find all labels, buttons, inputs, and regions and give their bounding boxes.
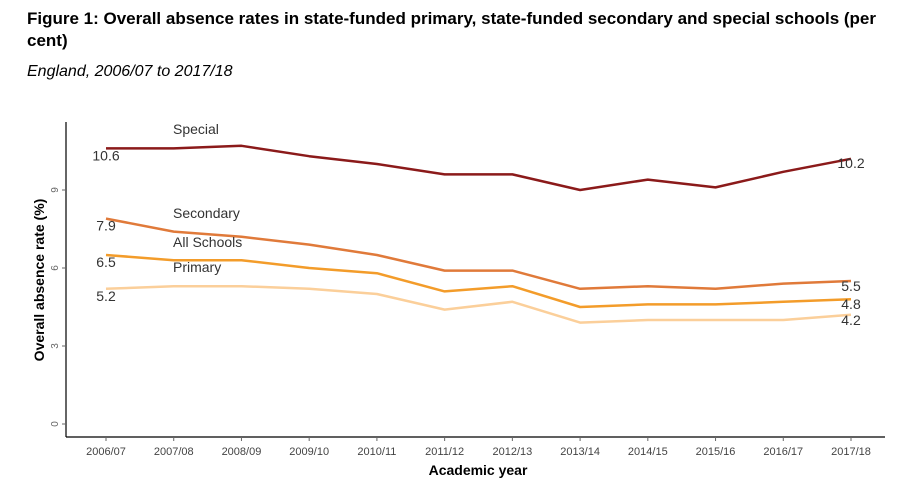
x-tick-label: 2013/14 (560, 446, 600, 458)
series-name-special: Special (173, 121, 219, 137)
series-labels: Special 10.6 10.2 Secondary 7.9 5.5 All School… (92, 121, 864, 328)
series-line-primary (105, 284, 852, 324)
x-tick-label: 2016/17 (763, 446, 803, 458)
x-tick-label: 2008/09 (222, 446, 262, 458)
series-line-all-schools (105, 253, 852, 309)
series-name-all-schools: All Schools (173, 234, 242, 250)
x-tick-label: 2006/07 (86, 446, 126, 458)
start-value-primary: 5.2 (96, 288, 116, 304)
x-tick-label: 2014/15 (628, 446, 668, 458)
series-line-special (106, 144, 852, 192)
end-value-primary: 4.2 (841, 312, 861, 328)
series-group (105, 144, 852, 324)
start-value-all-schools: 6.5 (96, 254, 116, 270)
x-tick-label: 2010/11 (357, 446, 396, 458)
x-tick-label: 2017/18 (831, 446, 871, 458)
y-axis-title: Overall absence rate (%) (31, 199, 47, 362)
y-ticks: 0 3 6 9 (50, 187, 66, 427)
axes (65, 122, 885, 438)
y-tick-label: 0 (50, 421, 61, 427)
y-tick-label: 9 (50, 187, 61, 193)
x-tick-label: 2011/12 (425, 446, 464, 458)
chart-title: Figure 1: Overall absence rates in state… (27, 9, 876, 50)
x-axis-title: Academic year (429, 462, 528, 478)
end-value-special: 10.2 (837, 155, 864, 171)
x-tick-label: 2015/16 (696, 446, 736, 458)
y-tick-label: 6 (50, 265, 61, 271)
x-tick-label: 2009/10 (289, 446, 329, 458)
x-ticks: 2006/07 2007/08 2008/09 2009/10 2010/11 2011/… (86, 437, 871, 458)
x-tick-label: 2012/13 (492, 446, 532, 458)
series-name-primary: Primary (173, 259, 221, 275)
start-value-special: 10.6 (92, 147, 119, 163)
end-value-secondary: 5.5 (841, 278, 861, 294)
series-line-secondary (105, 217, 852, 291)
y-tick-label: 3 (50, 343, 61, 349)
end-value-all-schools: 4.8 (841, 296, 861, 312)
x-tick-label: 2007/08 (154, 446, 194, 458)
chart-subtitle: England, 2006/07 to 2017/18 (27, 63, 233, 80)
start-value-secondary: 7.9 (96, 218, 116, 234)
series-name-secondary: Secondary (173, 205, 240, 221)
